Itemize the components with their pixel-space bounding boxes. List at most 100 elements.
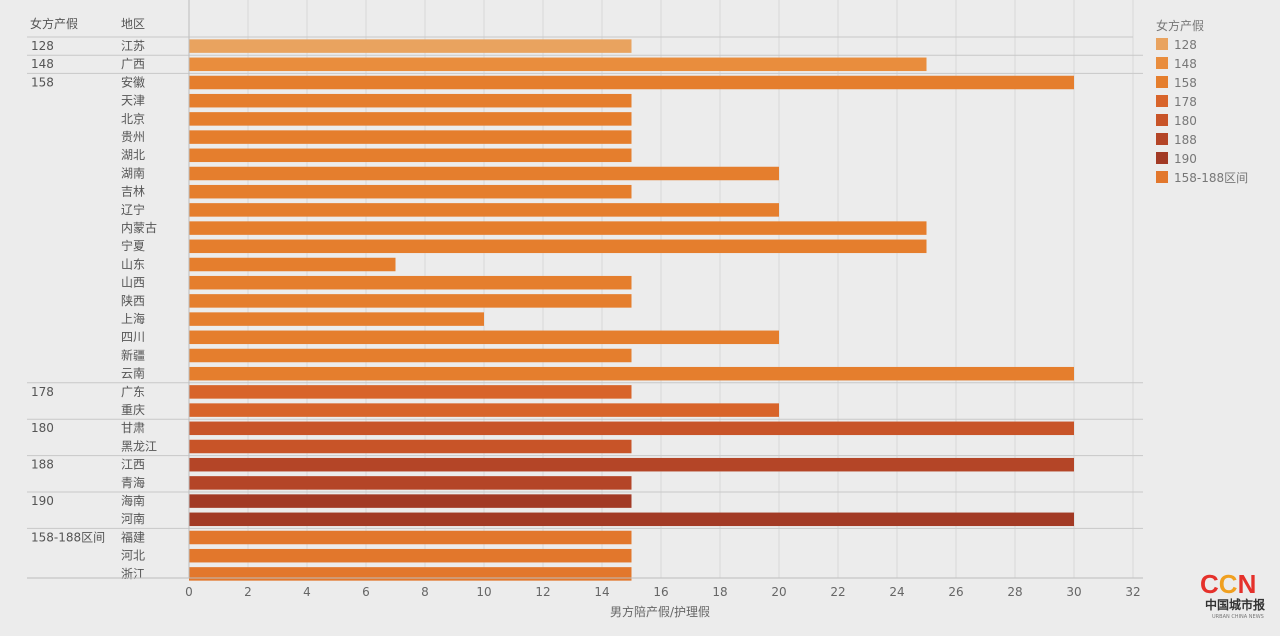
region-label: 天津 — [121, 94, 145, 108]
legend-swatch — [1156, 152, 1168, 164]
group-label: 158 — [31, 75, 54, 89]
x-tick-label: 32 — [1125, 585, 1140, 599]
bar — [189, 148, 632, 163]
group-label: 178 — [31, 385, 54, 399]
legend-label: 158 — [1174, 76, 1197, 90]
legend-label: 128 — [1174, 38, 1197, 52]
x-tick-label: 30 — [1066, 585, 1081, 599]
x-tick-label: 18 — [712, 585, 727, 599]
legend-title: 女方产假 — [1156, 18, 1204, 33]
x-tick-label: 28 — [1007, 585, 1022, 599]
x-tick-label: 0 — [185, 585, 193, 599]
logo-mark: CCN — [1200, 569, 1256, 599]
region-label: 河南 — [121, 511, 145, 526]
legend-swatch — [1156, 95, 1168, 107]
region-label: 四川 — [121, 330, 145, 344]
region-label: 贵州 — [121, 130, 145, 144]
bar — [189, 275, 632, 290]
region-label: 江西 — [121, 458, 145, 472]
logo-letter-n: N — [1238, 569, 1257, 599]
region-label: 吉林 — [121, 185, 145, 199]
bar — [189, 567, 632, 581]
x-tick-label: 2 — [244, 585, 252, 599]
logo-letter-c2: C — [1219, 569, 1238, 599]
x-tick-label: 26 — [948, 585, 963, 599]
region-label: 重庆 — [121, 403, 145, 417]
region-label: 陕西 — [121, 293, 145, 308]
region-label: 江苏 — [121, 39, 145, 53]
x-tick-label: 4 — [303, 585, 311, 599]
legend-swatch — [1156, 76, 1168, 88]
bar — [189, 112, 632, 126]
group-label: 190 — [31, 494, 54, 508]
x-tick-label: 10 — [476, 585, 491, 599]
group-label: 180 — [31, 421, 54, 435]
bar — [189, 366, 1074, 381]
bar — [189, 75, 1074, 90]
x-tick-label: 22 — [830, 585, 845, 599]
region-label: 黑龙江 — [121, 439, 157, 453]
row-labels: 128 江苏 148 广西 158 安徽天津北京贵州湖北湖南吉林辽宁内蒙古宁夏山东山西陕西… — [31, 39, 157, 581]
x-tick-label: 14 — [594, 585, 609, 599]
legend-label: 180 — [1174, 114, 1197, 128]
region-label: 山东 — [121, 257, 145, 271]
region-label: 上海 — [121, 311, 145, 326]
region-label: 河北 — [121, 549, 145, 563]
bar — [189, 184, 632, 199]
x-tick-label: 12 — [535, 585, 550, 599]
legend-label: 190 — [1174, 152, 1197, 166]
x-tick-label: 16 — [653, 585, 668, 599]
bar — [189, 57, 927, 72]
region-label: 湖南 — [121, 165, 145, 180]
logo-name: 中国城市报 — [1205, 597, 1265, 612]
bar — [189, 221, 927, 235]
group-label: 188 — [31, 458, 54, 472]
region-label: 新疆 — [121, 347, 145, 362]
bar — [189, 548, 632, 563]
bar — [189, 457, 1074, 472]
legend-label: 178 — [1174, 95, 1197, 109]
x-tick-label: 20 — [771, 585, 786, 599]
bar — [189, 494, 632, 508]
region-label: 北京 — [121, 112, 145, 126]
bar — [189, 476, 632, 490]
legend-swatch — [1156, 133, 1168, 145]
region-label: 甘肃 — [121, 421, 145, 435]
region-label: 内蒙古 — [121, 220, 157, 235]
legend: 女方产假 128 148 158 178 180 188 190 158-188区间 — [1156, 18, 1248, 185]
bar — [189, 421, 1074, 436]
bar — [189, 239, 927, 254]
bar — [189, 93, 632, 108]
region-label: 云南 — [121, 366, 145, 381]
legend-swatch — [1156, 57, 1168, 69]
header-region: 地区 — [121, 17, 145, 31]
region-label: 辽宁 — [121, 202, 145, 217]
legend-swatch — [1156, 171, 1168, 183]
region-label: 广东 — [121, 385, 145, 399]
bar — [189, 312, 484, 326]
x-tick-label: 24 — [889, 585, 904, 599]
bar — [189, 257, 396, 272]
region-label: 湖北 — [121, 147, 145, 162]
logo-tagline: URBAN CHINA NEWS — [1212, 614, 1264, 620]
bar — [189, 439, 632, 454]
region-label: 浙江 — [121, 567, 145, 581]
logo-letter-c1: C — [1200, 569, 1219, 599]
ccn-logo: CCN 中国城市报 URBAN CHINA NEWS — [1200, 569, 1265, 620]
legend-swatch — [1156, 38, 1168, 50]
bar — [189, 512, 1074, 527]
bar — [189, 39, 632, 53]
group-label: 128 — [31, 39, 54, 53]
legend-label: 188 — [1174, 133, 1197, 147]
bar — [189, 530, 632, 545]
bars — [189, 39, 1074, 581]
legend-label: 148 — [1174, 57, 1197, 71]
region-label: 福建 — [121, 529, 145, 544]
legend-swatch — [1156, 114, 1168, 126]
bar — [189, 385, 632, 399]
region-label: 安徽 — [121, 74, 145, 89]
table-header: 女方产假 地区 — [30, 16, 145, 31]
group-label: 158-188区间 — [31, 530, 105, 544]
